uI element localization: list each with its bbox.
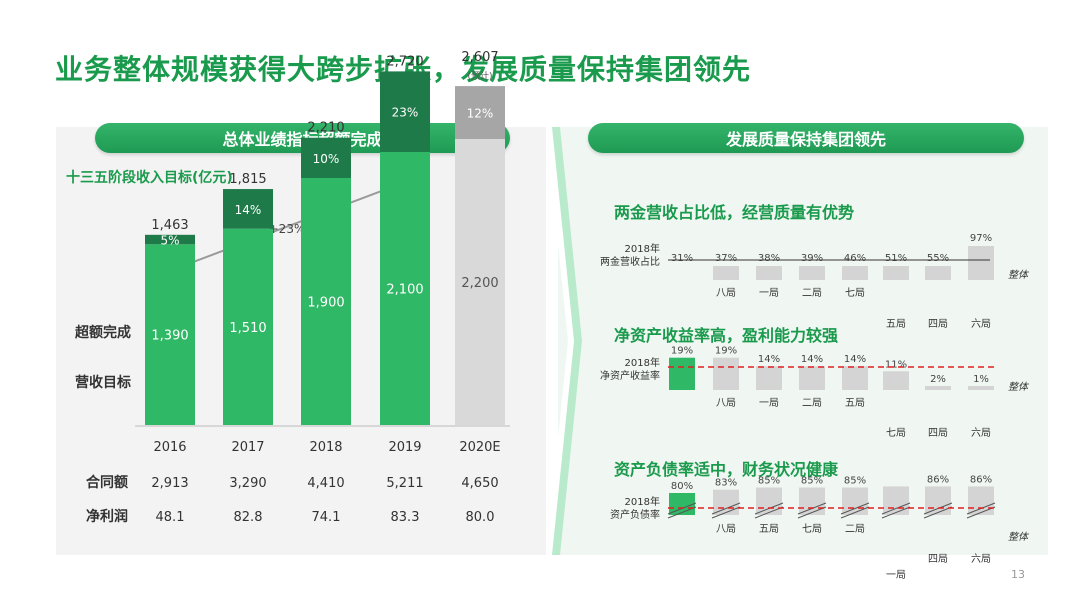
page-title: 业务整体规模获得大跨步扩张，发展质量保持集团领先: [55, 53, 752, 86]
left-panel: [56, 127, 546, 555]
bar-exceed-label: 12%: [467, 107, 494, 121]
left-subtitle: 十三五阶段收入目标(亿元): [66, 170, 233, 186]
section2-title: 净资产收益率高，盈利能力较强: [614, 326, 839, 345]
page-number: 13: [1011, 568, 1025, 581]
s3-category: 一局: [886, 569, 906, 581]
bar-exceed-label: 23%: [392, 106, 419, 120]
section3-title: 资产负债率适中，财务状况健康: [614, 460, 839, 479]
section1-title: 两金营收占比低，经营质量有优势: [614, 203, 855, 222]
left-header: 总体业绩指标超额完成: [95, 123, 510, 153]
chevron-divider-icon: [546, 127, 582, 555]
right-panel: [558, 127, 1048, 555]
right-header: 发展质量保持集团领先: [588, 123, 1024, 153]
